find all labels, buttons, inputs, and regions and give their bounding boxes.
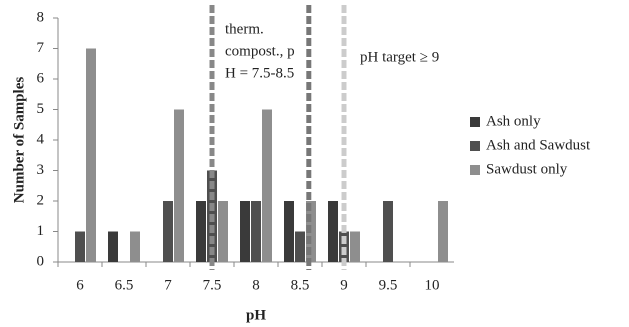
bar — [163, 201, 173, 262]
annotation: pH target ≥ 9 — [360, 49, 439, 65]
bar — [196, 201, 206, 262]
annotation: H = 7.5-8.5 — [225, 65, 294, 81]
y-tick-label: 4 — [37, 131, 45, 147]
legend-swatch — [470, 165, 480, 175]
bar — [251, 201, 261, 262]
y-tick-label: 3 — [37, 162, 45, 178]
bar — [295, 231, 305, 262]
y-tick-label: 1 — [37, 223, 45, 239]
x-tick-label: 8 — [252, 277, 260, 293]
x-tick-label: 9.5 — [379, 277, 398, 293]
annotation: compost., p — [225, 43, 295, 59]
y-tick-label: 0 — [37, 253, 45, 269]
x-tick-label: 10 — [425, 277, 440, 293]
y-tick-label: 5 — [37, 101, 45, 117]
bar — [174, 109, 184, 262]
x-tick-label: 9 — [340, 277, 348, 293]
legend-label: Sawdust only — [486, 161, 568, 177]
bar — [350, 231, 360, 262]
legend-swatch — [470, 141, 480, 151]
y-tick-label: 6 — [37, 70, 45, 86]
legend-label: Ash only — [486, 113, 541, 129]
bar — [240, 201, 250, 262]
x-axis-label: pH — [246, 307, 266, 323]
y-tick-label: 7 — [37, 40, 45, 56]
legend-label: Ash and Sawdust — [486, 137, 591, 153]
bar — [438, 201, 448, 262]
bar — [383, 201, 393, 262]
bar — [218, 201, 228, 262]
y-tick-label: 2 — [37, 192, 45, 208]
bar — [75, 231, 85, 262]
bar — [130, 231, 140, 262]
bar — [328, 201, 338, 262]
y-axis-label: Number of Samples — [11, 77, 27, 204]
bar — [262, 109, 272, 262]
bar — [339, 231, 349, 262]
x-tick-label: 7.5 — [203, 277, 222, 293]
x-tick-label: 7 — [164, 277, 172, 293]
x-tick-label: 6 — [76, 277, 84, 293]
y-tick-label: 8 — [37, 9, 45, 25]
x-tick-label: 8.5 — [291, 277, 310, 293]
x-tick-label: 6.5 — [115, 277, 134, 293]
annotation: therm. — [225, 21, 264, 37]
legend-swatch — [470, 117, 480, 127]
bar — [108, 231, 118, 262]
bar — [86, 48, 96, 262]
bar — [284, 201, 294, 262]
